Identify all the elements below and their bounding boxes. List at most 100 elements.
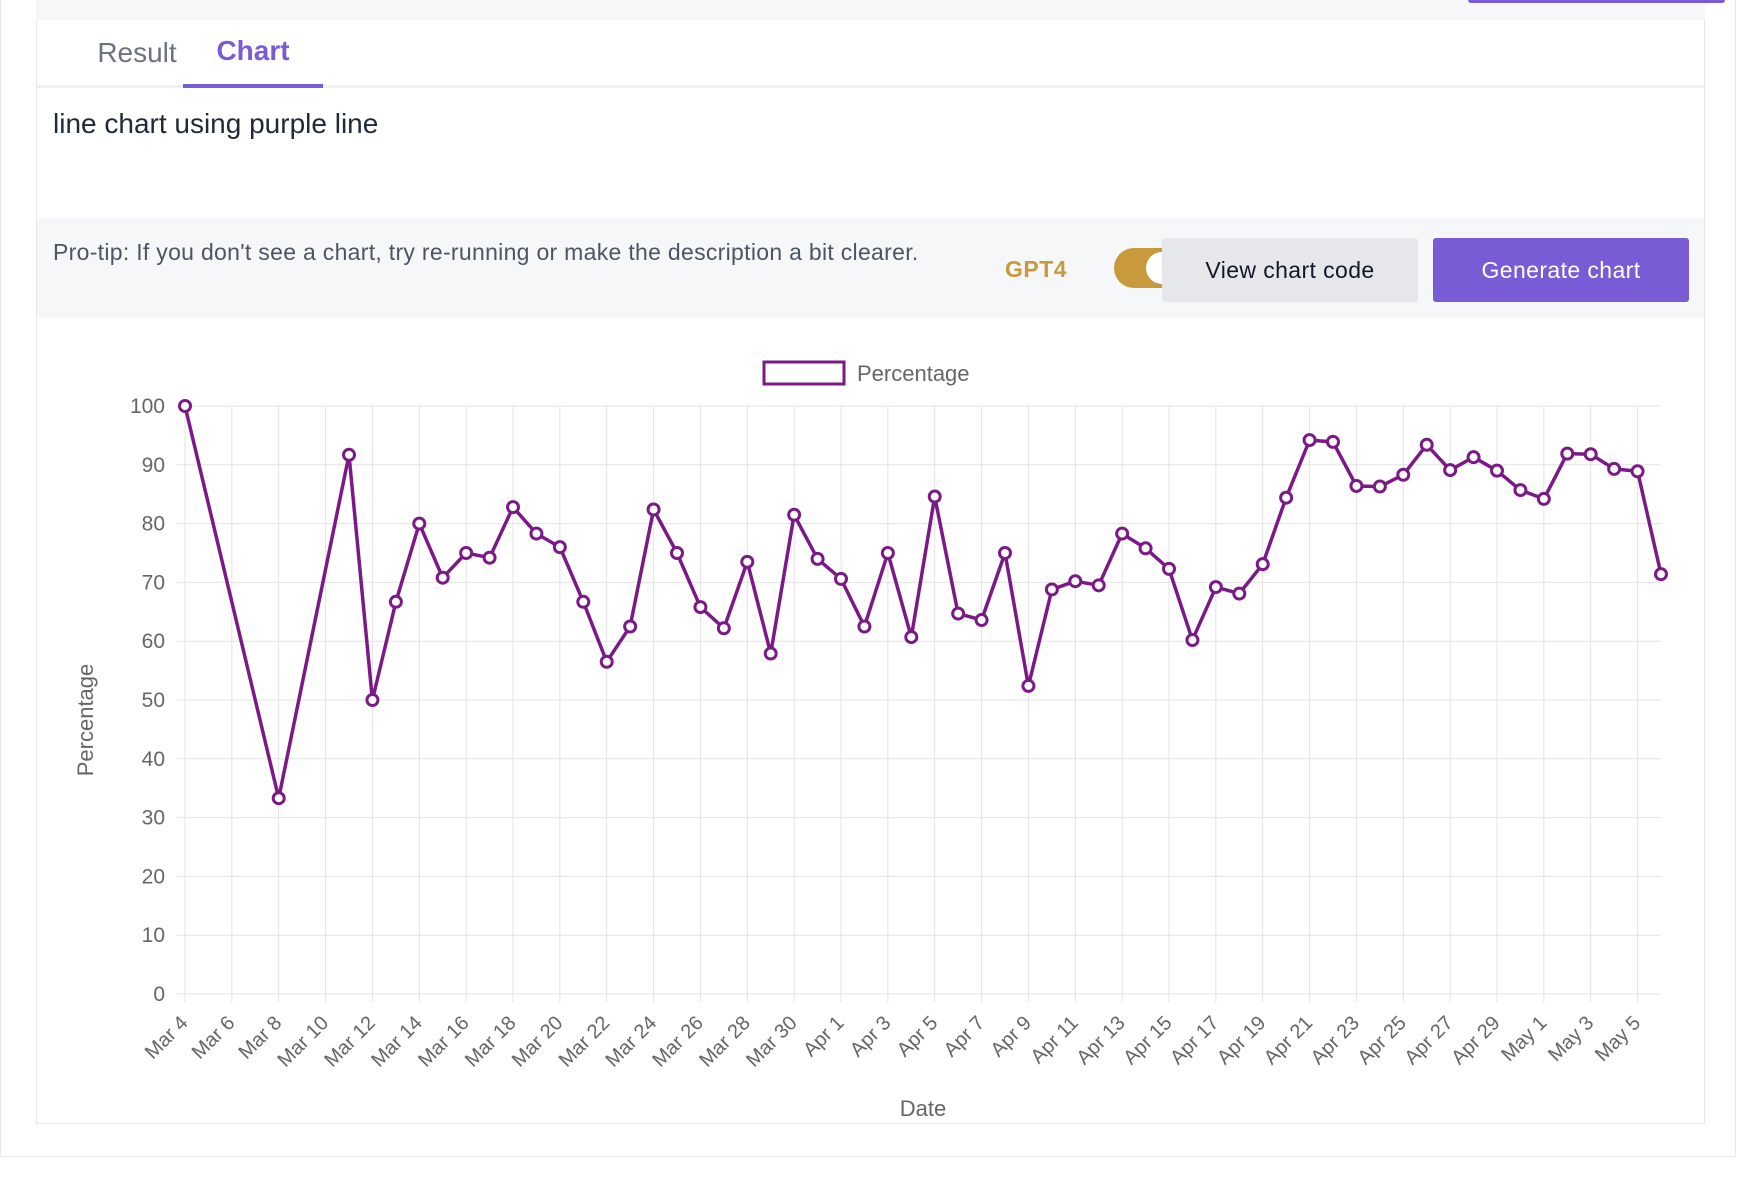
tab-result[interactable]: Result: [97, 37, 177, 68]
x-tick-label: Mar 14: [367, 1012, 427, 1072]
x-tick-label: Apr 1: [799, 1012, 848, 1061]
data-point: [1208, 580, 1223, 595]
x-tick-label: Mar 12: [320, 1012, 380, 1072]
x-tick-label: Mar 28: [695, 1012, 755, 1072]
data-point: [388, 594, 403, 609]
data-point: [670, 546, 684, 560]
y-tick-label: 30: [142, 807, 165, 830]
view-chart-code-button[interactable]: View chart code: [1162, 238, 1418, 302]
data-point: [904, 630, 919, 645]
data-point: [1185, 633, 1200, 648]
x-tick-label: Mar 4: [141, 1012, 193, 1064]
x-tick-label: May 1: [1497, 1012, 1551, 1066]
data-point: [974, 613, 989, 628]
x-tick-label: May 5: [1591, 1012, 1645, 1066]
y-tick-label: 80: [142, 513, 165, 536]
data-point: [178, 399, 192, 413]
data-point: [1372, 479, 1387, 494]
data-point: [834, 571, 848, 586]
data-point: [1443, 463, 1458, 478]
app-frame: [0, 0, 1736, 1157]
data-point: [412, 516, 427, 531]
data-point: [1607, 461, 1622, 476]
data-point: [1654, 567, 1668, 582]
tab-chart[interactable]: Chart: [183, 20, 323, 88]
data-point: [1091, 578, 1106, 593]
chart-legend: Percentage: [762, 360, 970, 386]
x-tick-label: Mar 6: [188, 1012, 240, 1064]
data-point: [1232, 586, 1247, 601]
y-tick-label: 50: [142, 689, 165, 712]
y-tick-label: 0: [153, 983, 165, 1006]
data-point: [576, 594, 591, 609]
y-tick-label: 70: [142, 571, 165, 594]
data-point: [482, 550, 497, 565]
data-point: [716, 621, 731, 636]
legend-label: Percentage: [857, 361, 970, 386]
generate-chart-button[interactable]: Generate chart: [1433, 238, 1689, 302]
data-point: [1021, 678, 1036, 693]
data-point: [529, 526, 544, 541]
data-point: [1490, 463, 1504, 478]
x-tick-label: Apr 25: [1354, 1012, 1411, 1069]
chart-series: [178, 399, 1668, 806]
protip-text: Pro-tip: If you don't see a chart, try r…: [53, 239, 919, 265]
data-point: [1513, 483, 1528, 498]
data-point: [342, 447, 356, 462]
data-point: [1162, 561, 1176, 576]
x-tick-label: Apr 29: [1447, 1012, 1504, 1069]
data-point: [1279, 490, 1294, 505]
chart-area: Mar 4 Mar 6 Mar 8 Mar 10 Mar 12 Mar 14 Mar 16 M…: [37, 340, 1704, 1140]
x-tick-label: Apr 19: [1213, 1012, 1270, 1069]
x-tick-label: Mar 20: [508, 1012, 568, 1072]
y-tick-label: 40: [142, 748, 165, 771]
x-tick-label: Mar 22: [555, 1012, 615, 1072]
data-point: [1349, 478, 1364, 493]
data-point: [599, 654, 614, 669]
x-tick-label: Apr 13: [1072, 1012, 1129, 1069]
x-tick-label: Apr 21: [1260, 1012, 1317, 1069]
data-point: [1583, 447, 1598, 462]
x-tick-label: Mar 24: [602, 1012, 662, 1072]
data-point: [1138, 541, 1153, 556]
y-tick-label: 90: [142, 454, 165, 477]
data-point: [435, 570, 450, 585]
data-point: [506, 500, 520, 515]
data-point: [693, 600, 708, 615]
data-point: [810, 551, 825, 566]
x-tick-label: Mar 26: [648, 1012, 708, 1072]
chart-grid: [177, 405, 1661, 1002]
x-tick-label: Mar 16: [414, 1012, 474, 1072]
data-point: [1560, 446, 1575, 461]
data-point: [951, 606, 966, 621]
top-action-button-edge[interactable]: [1468, 0, 1725, 3]
data-point: [271, 791, 286, 806]
x-tick-label: Apr 27: [1400, 1012, 1457, 1069]
chart-panel: Result Chart Pro-tip: If you don't see a…: [36, 20, 1705, 1124]
tab-bar: Result Chart: [37, 20, 1704, 88]
x-tick-label: May 3: [1544, 1012, 1598, 1066]
data-point: [1044, 582, 1059, 597]
data-point: [1536, 491, 1551, 506]
data-point: [1466, 450, 1481, 465]
data-point: [1115, 526, 1130, 541]
data-point: [880, 546, 895, 560]
gpt4-label: GPT4: [1005, 256, 1068, 282]
data-point: [857, 619, 872, 634]
data-point: [459, 546, 474, 560]
top-strip: [36, 0, 1725, 22]
x-tick-label: Apr 17: [1166, 1012, 1223, 1069]
chart-description-input[interactable]: [53, 104, 1683, 224]
y-axis-title: Percentage: [73, 664, 98, 777]
y-tick-label: 100: [130, 395, 165, 418]
data-point: [1630, 464, 1645, 479]
x-tick-label: Mar 10: [274, 1012, 334, 1072]
data-point: [763, 646, 778, 661]
data-point: [1326, 434, 1340, 449]
data-point: [646, 502, 661, 517]
data-point: [1302, 433, 1317, 448]
data-point: [1068, 574, 1083, 589]
x-tick-label: Mar 18: [461, 1012, 521, 1072]
x-tick-label: Apr 15: [1119, 1012, 1176, 1069]
